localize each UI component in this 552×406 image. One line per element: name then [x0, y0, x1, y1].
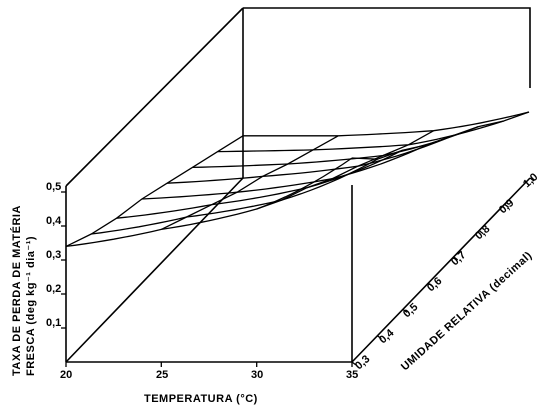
surface-rh-curve	[91, 158, 378, 235]
z-tick-label: 0,5	[401, 301, 420, 320]
x-axis-ticks: 20 25 30 35	[60, 369, 358, 381]
tick-marks	[61, 177, 535, 367]
z-tick-mark	[377, 335, 382, 340]
y-axis-ticks: 0,1 0,2 0,3 0,4 0,5	[46, 181, 62, 329]
z-tick-mark	[478, 230, 484, 235]
x-tick-label: 30	[251, 369, 263, 381]
y-axis-title-line1: TAXA DE PERDA DE MATÉRIA	[10, 205, 23, 376]
surface-rh-curve	[167, 134, 454, 184]
y-tick-label: 0,2	[46, 283, 61, 295]
z-tick-label: 0,4	[377, 326, 397, 346]
surface-rh-curve	[192, 125, 479, 169]
z-tick-label: 0,7	[449, 249, 468, 268]
z-tick-label: 0,9	[497, 197, 516, 216]
surface-rh-curve	[243, 111, 530, 137]
x-tick-label: 25	[156, 369, 168, 381]
z-tick-label: 0,6	[425, 275, 444, 294]
surface-curves	[65, 111, 530, 248]
y-tick-label: 0,5	[46, 181, 61, 193]
y-tick-label: 0,1	[46, 317, 61, 329]
z-axis-title: UMIDADE RELATIVA (decimal)	[399, 249, 535, 373]
z-tick-mark	[453, 256, 459, 261]
x-tick-label: 35	[346, 369, 358, 381]
y-axis-title-line2: FRESCA (deg kg⁻¹ dia⁻¹)	[25, 236, 37, 376]
z-tick-label: 0,8	[473, 223, 492, 242]
z-tick-mark	[427, 282, 433, 287]
z-tick-mark	[402, 308, 408, 313]
x-tick-label: 20	[60, 369, 72, 381]
surface-temperature-curve	[65, 135, 244, 247]
x-axis-title: TEMPERATURA (°C)	[144, 393, 258, 405]
y-tick-label: 0,3	[46, 249, 61, 261]
z-tick-mark	[529, 177, 535, 182]
back-wall-bottom-left	[65, 177, 244, 363]
surface-rh-curve	[116, 149, 403, 219]
surface-rh-curve	[65, 157, 353, 248]
z-tick-label: 1,0	[521, 171, 540, 190]
surface-temperature-curve	[256, 130, 435, 210]
left-top-diagonal	[65, 7, 244, 187]
surface-temperature-curve	[161, 135, 339, 230]
right-diagonal-axis	[351, 177, 531, 363]
z-tick-mark	[504, 203, 509, 208]
z-tick-mark	[351, 361, 357, 366]
surface-temperature-curve	[351, 111, 530, 160]
y-tick-label: 0,4	[46, 215, 62, 227]
back-wall-top-edge	[243, 7, 531, 88]
surface-rh-curve	[141, 144, 429, 200]
frame	[65, 7, 531, 363]
